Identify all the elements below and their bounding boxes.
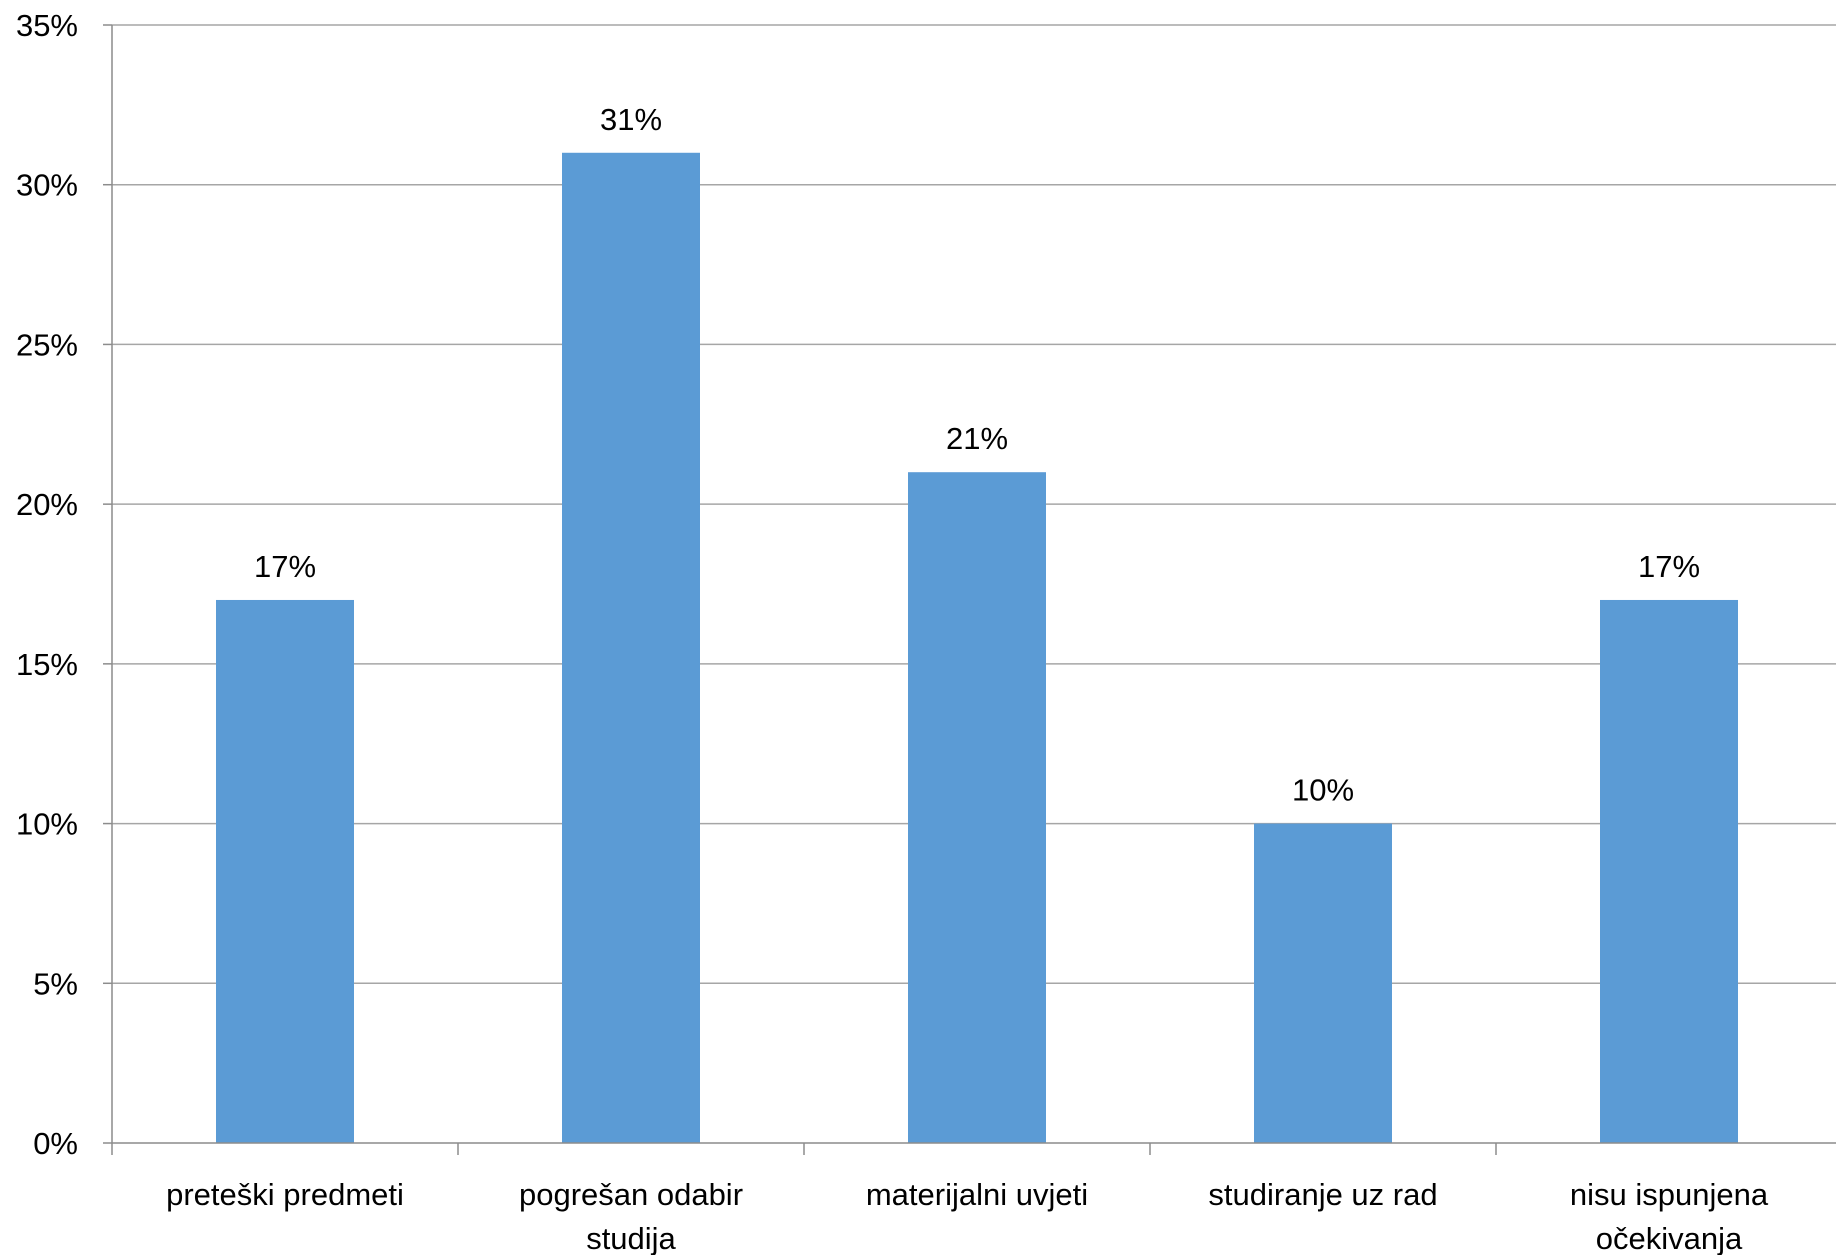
category-label-line: preteški predmeti [166, 1177, 404, 1212]
y-tick-label: 25% [16, 327, 78, 362]
bars [216, 152, 1738, 1143]
y-tick-label: 20% [16, 487, 78, 522]
data-labels: 17% 31% 21% 10% 17% [254, 102, 1700, 808]
data-label: 31% [600, 102, 662, 137]
category-label: materijalni uvjeti [866, 1177, 1088, 1212]
y-tick-label: 30% [16, 168, 78, 203]
bar [1600, 599, 1738, 1143]
bar [216, 599, 354, 1143]
category-label-line: studija [586, 1221, 676, 1255]
y-tick-label: 5% [33, 966, 78, 1001]
category-label: pogrešan odabir studija [519, 1177, 743, 1255]
data-label: 17% [1638, 549, 1700, 584]
category-label-line: pogrešan odabir [519, 1177, 743, 1212]
bar [1254, 823, 1392, 1143]
y-tick-label: 10% [16, 807, 78, 842]
category-label-line: materijalni uvjeti [866, 1177, 1088, 1212]
y-tick-labels: 0% 5% 10% 15% 20% 25% 30% 35% [16, 8, 78, 1161]
data-label: 10% [1292, 773, 1354, 808]
category-label: preteški predmeti [166, 1177, 404, 1212]
category-labels: preteški predmeti pogrešan odabir studija m… [166, 1177, 1769, 1256]
bar [562, 152, 700, 1143]
axes [103, 24, 1836, 1155]
y-tick-label: 0% [33, 1126, 78, 1161]
y-tick-label: 35% [16, 8, 78, 43]
category-label-line: nisu ispunjena [1570, 1177, 1769, 1212]
data-label: 17% [254, 549, 316, 584]
bar [908, 472, 1046, 1143]
y-tick-label: 15% [16, 647, 78, 682]
category-label: studiranje uz rad [1208, 1177, 1437, 1212]
category-label-line: očekivanja [1596, 1221, 1743, 1255]
category-label-line: studiranje uz rad [1208, 1177, 1437, 1212]
category-label: nisu ispunjena očekivanja [1570, 1177, 1769, 1255]
data-label: 21% [946, 421, 1008, 456]
